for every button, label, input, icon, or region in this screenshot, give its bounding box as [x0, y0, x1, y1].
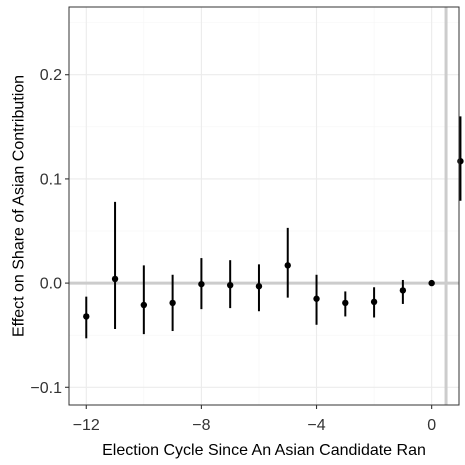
- data-point: [83, 313, 90, 320]
- data-point: [313, 295, 320, 302]
- x-tick-label: 0: [427, 417, 436, 434]
- x-tick-label: −8: [192, 417, 210, 434]
- data-point: [342, 299, 349, 307]
- tick-labels: −12 −8 −4 0 −0.1 0.0 0.1 0.2: [30, 67, 436, 434]
- x-tick-label: −4: [307, 417, 325, 434]
- y-tick-label: −0.1: [30, 380, 62, 397]
- data-point: [169, 299, 176, 307]
- grid-minor: [69, 7, 459, 405]
- data-point: [428, 279, 435, 287]
- data-marks: [83, 116, 464, 339]
- grid-major: [69, 7, 459, 405]
- data-point: [198, 280, 205, 288]
- y-axis-title: Effect on Share of Asian Contribution: [11, 75, 28, 337]
- data-point: [111, 275, 119, 283]
- y-tick-label: 0.0: [40, 276, 62, 293]
- x-axis-title: Election Cycle Since An Asian Candidate …: [102, 442, 426, 459]
- data-point: [284, 262, 291, 269]
- y-tick-label: 0.2: [40, 67, 62, 84]
- data-point: [226, 281, 234, 289]
- data-point: [399, 287, 407, 294]
- panel-border: [68, 6, 460, 406]
- data-point: [255, 283, 263, 290]
- data-point: [140, 301, 148, 309]
- axis-ticks: [65, 74, 433, 409]
- reference-lines: [69, 7, 459, 405]
- data-point: [457, 157, 464, 165]
- data-point: [370, 298, 378, 306]
- x-tick-label: −12: [73, 417, 100, 434]
- y-tick-label: 0.1: [40, 171, 62, 188]
